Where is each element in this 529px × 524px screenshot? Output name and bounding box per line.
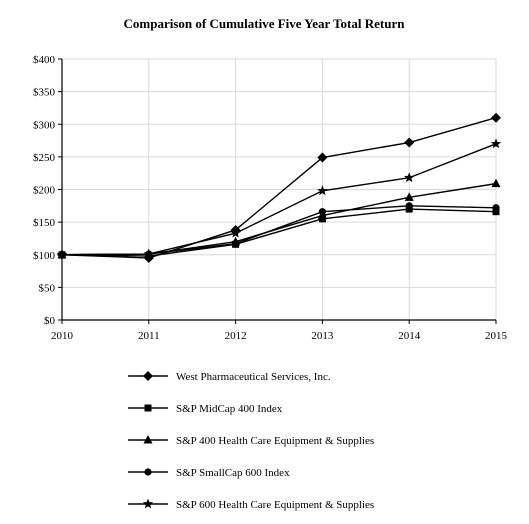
- series-line: [61, 117, 497, 259]
- y-tick-label: $200: [33, 185, 56, 197]
- y-tick-label: $100: [33, 250, 56, 262]
- data-point-star: [490, 138, 502, 149]
- data-point-star: [56, 249, 68, 260]
- data-point-circle: [405, 202, 413, 210]
- data-point-star: [143, 248, 155, 259]
- legend-item: West Pharmaceutical Services, Inc.: [128, 371, 331, 383]
- legend-label: S&P 600 Health Care Equipment & Supplies: [176, 499, 374, 511]
- data-point-diamond: [404, 137, 415, 148]
- x-tick-label: 2014: [398, 330, 421, 342]
- series-group: [56, 112, 502, 264]
- x-tick-label: 2013: [311, 330, 334, 342]
- data-point-diamond: [491, 112, 501, 123]
- data-point-triangle: [404, 192, 414, 201]
- data-point-star: [403, 172, 415, 183]
- data-point-circle: [232, 240, 240, 248]
- legend-marker-circle: [144, 468, 152, 476]
- legend-label: S&P 400 Health Care Equipment & Supplies: [176, 435, 374, 447]
- series-3: [57, 178, 501, 259]
- legend-marker-diamond: [143, 371, 153, 381]
- legend-item: S&P MidCap 400 Index: [128, 403, 283, 415]
- legend-label: West Pharmaceutical Services, Inc.: [176, 371, 331, 383]
- legend-item: S&P 600 Health Care Equipment & Supplies: [128, 498, 374, 511]
- legend-marker-star: [142, 498, 154, 509]
- series-line: [61, 205, 497, 256]
- gridlines: [61, 58, 497, 321]
- x-tick-label: 2010: [51, 330, 74, 342]
- y-axis-ticks: $0 $50 $100 $150 $200 $250 $300 $350 $400: [33, 54, 62, 327]
- x-tick-label: 2011: [138, 330, 160, 342]
- legend-marker-square: [144, 404, 152, 412]
- legend-item: S&P SmallCap 600 Index: [128, 467, 290, 479]
- series-1: [57, 112, 501, 264]
- legend-marker-triangle: [143, 435, 153, 444]
- y-tick-label: $400: [33, 54, 56, 66]
- data-point-square: [492, 208, 500, 216]
- data-point-circle: [318, 208, 326, 216]
- legend-label: S&P MidCap 400 Index: [176, 403, 283, 415]
- y-tick-label: $50: [39, 282, 56, 294]
- series-line: [61, 208, 497, 257]
- series-4: [58, 202, 500, 259]
- legend-item: S&P 400 Health Care Equipment & Supplies: [128, 435, 374, 447]
- series-5: [56, 138, 502, 260]
- series-line: [61, 143, 497, 256]
- legend-label: S&P SmallCap 600 Index: [176, 467, 290, 479]
- data-point-circle: [492, 204, 500, 212]
- chart-title: Comparison of Cumulative Five Year Total…: [124, 16, 406, 31]
- y-tick-label: $250: [33, 152, 56, 164]
- data-point-diamond: [317, 152, 328, 163]
- data-point-triangle: [491, 178, 501, 188]
- x-tick-label: 2015: [485, 330, 508, 342]
- y-tick-label: $350: [33, 87, 56, 99]
- y-tick-label: $150: [33, 217, 56, 229]
- series-2: [58, 205, 500, 260]
- data-point-star: [317, 185, 328, 196]
- legend: West Pharmaceutical Services, Inc. S&P Mi…: [128, 371, 374, 511]
- y-tick-label: $0: [44, 315, 56, 327]
- x-tick-label: 2012: [225, 330, 247, 342]
- y-tick-label: $300: [33, 119, 56, 131]
- x-axis-ticks: 2010 2011 2012 2013 2014 2015: [51, 320, 508, 342]
- data-point-star: [230, 227, 241, 238]
